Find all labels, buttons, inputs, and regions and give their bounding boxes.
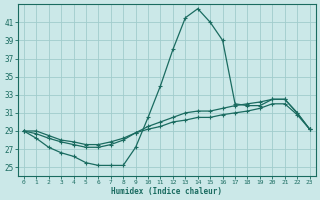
X-axis label: Humidex (Indice chaleur): Humidex (Indice chaleur) — [111, 187, 222, 196]
